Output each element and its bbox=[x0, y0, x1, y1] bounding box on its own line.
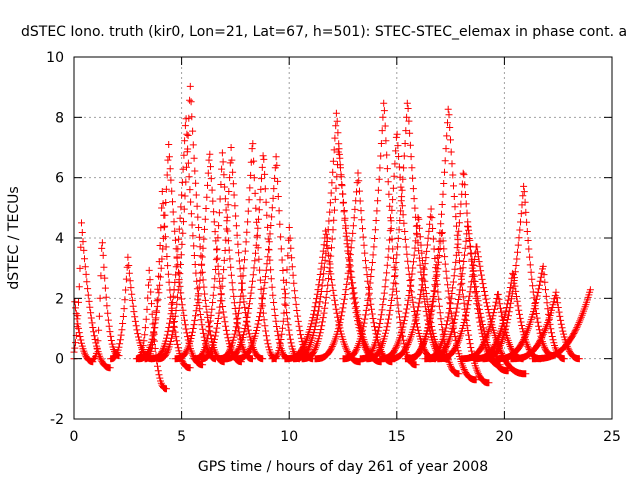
data-arc bbox=[528, 286, 594, 363]
x-tick-label: 10 bbox=[280, 429, 298, 445]
x-tick-label: 25 bbox=[603, 429, 621, 445]
x-axis-label: GPS time / hours of day 261 of year 2008 bbox=[198, 459, 488, 475]
y-tick-label: 4 bbox=[55, 231, 64, 247]
y-tick-label: 0 bbox=[55, 352, 64, 368]
x-tick-label: 15 bbox=[388, 429, 406, 445]
y-tick-label: 6 bbox=[55, 171, 64, 187]
data-arc bbox=[404, 105, 493, 387]
data-arc bbox=[479, 182, 558, 363]
y-tick-label: 2 bbox=[55, 291, 64, 307]
y-tick-label: 8 bbox=[55, 110, 64, 126]
y-tick-label: -2 bbox=[50, 412, 64, 428]
x-tick-label: 0 bbox=[70, 429, 79, 445]
data-arc bbox=[231, 153, 303, 363]
x-tick-label: 20 bbox=[495, 429, 513, 445]
y-axis-label: dSTEC / TECUs bbox=[6, 186, 22, 289]
x-tick-label: 5 bbox=[177, 429, 186, 445]
data-arc bbox=[507, 288, 583, 363]
chart-title: dSTEC Iono. truth (kir0, Lon=21, Lat=67,… bbox=[21, 24, 627, 40]
axis-ticks: 0 5 10 15 20 25 -2 0 2 4 6 8 10 bbox=[46, 50, 621, 445]
data-points bbox=[70, 82, 594, 393]
y-tick-label: 10 bbox=[46, 50, 64, 66]
